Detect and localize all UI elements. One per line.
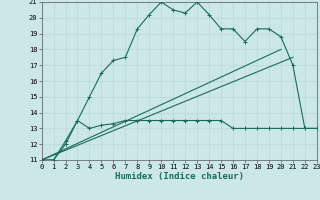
X-axis label: Humidex (Indice chaleur): Humidex (Indice chaleur) bbox=[115, 172, 244, 181]
